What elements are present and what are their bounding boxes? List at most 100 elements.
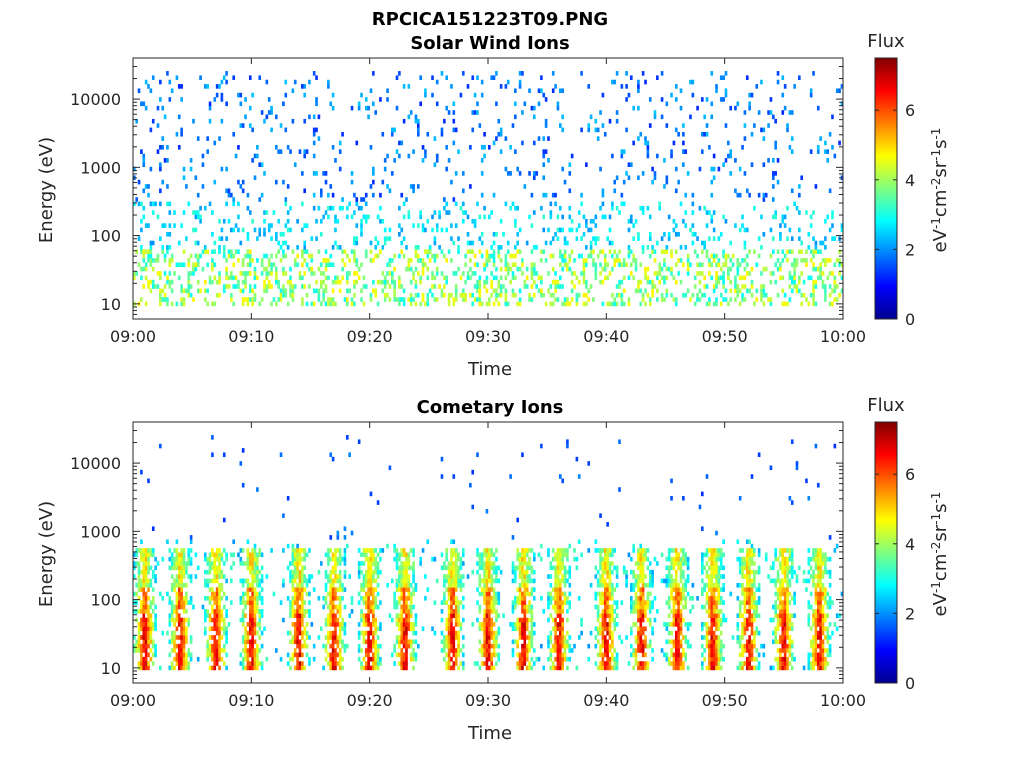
heatmap-cell	[196, 565, 200, 571]
heatmap-cell	[151, 526, 155, 531]
heatmap-cell	[743, 240, 747, 246]
heatmap-cell	[170, 301, 174, 307]
heatmap-cell	[551, 643, 555, 649]
heatmap-cell	[161, 556, 165, 562]
heatmap-cell	[585, 245, 588, 250]
heatmap-cell	[549, 630, 553, 636]
heatmap-cell	[395, 105, 399, 111]
heatmap-cell	[656, 75, 659, 80]
heatmap-cell	[561, 478, 564, 484]
heatmap-cell	[142, 574, 146, 579]
heatmap-cell	[632, 652, 635, 658]
heatmap-cell	[267, 271, 271, 276]
heatmap-cell	[561, 652, 564, 658]
heatmap-cell	[180, 604, 183, 610]
heatmap-cell	[175, 131, 179, 137]
heatmap-cell	[405, 626, 408, 632]
heatmap-cell	[840, 288, 844, 294]
heatmap-cell	[379, 600, 382, 605]
y-tick-label: 10	[101, 295, 121, 314]
heatmap-cell	[282, 288, 285, 294]
heatmap-cell	[554, 587, 557, 592]
heatmap-cell	[480, 626, 484, 632]
heatmap-cell	[137, 548, 141, 553]
heatmap-cell	[516, 596, 520, 601]
heatmap-cell	[204, 556, 207, 562]
heatmap-cell	[258, 301, 262, 307]
heatmap-cell	[149, 630, 153, 636]
heatmap-cell	[296, 245, 299, 250]
heatmap-cell	[211, 548, 214, 553]
heatmap-cell	[251, 158, 254, 163]
heatmap-cell	[251, 604, 254, 610]
heatmap-cell	[256, 604, 259, 610]
heatmap-cell	[559, 661, 562, 666]
heatmap-cell	[516, 565, 520, 571]
heatmap-cell	[613, 609, 617, 614]
heatmap-cell	[511, 578, 515, 584]
heatmap-cell	[310, 622, 314, 627]
heatmap-cell	[168, 613, 172, 618]
heatmap-cell	[568, 591, 572, 597]
heatmap-cell	[705, 284, 709, 289]
heatmap-cell	[173, 635, 176, 640]
heatmap-cell	[736, 266, 740, 272]
heatmap-cell	[435, 297, 439, 302]
heatmap-cell	[816, 275, 820, 281]
heatmap-cell	[461, 552, 465, 558]
heatmap-cell	[592, 297, 595, 302]
heatmap-cell	[568, 600, 572, 605]
heatmap-cell	[601, 635, 605, 640]
heatmap-cell	[414, 656, 418, 662]
heatmap-cell	[324, 210, 328, 215]
heatmap-cell	[142, 630, 146, 636]
heatmap-cell	[298, 661, 302, 666]
heatmap-cell	[594, 127, 598, 133]
heatmap-cell	[248, 123, 252, 128]
heatmap-cell	[549, 652, 553, 658]
heatmap-cell	[563, 565, 567, 571]
heatmap-cell	[585, 279, 588, 285]
heatmap-cell	[660, 292, 664, 298]
heatmap-cell	[182, 565, 186, 571]
heatmap-cell	[142, 604, 146, 610]
heatmap-cell	[611, 665, 614, 671]
heatmap-cell	[225, 652, 228, 658]
heatmap-cell	[715, 301, 718, 307]
heatmap-cell	[831, 288, 834, 294]
heatmap-cell	[369, 609, 373, 614]
heatmap-cell	[251, 600, 254, 605]
heatmap-cell	[301, 548, 304, 553]
heatmap-cell	[736, 101, 740, 107]
heatmap-cell	[402, 643, 406, 649]
heatmap-cell	[409, 266, 413, 272]
heatmap-cell	[783, 292, 787, 298]
heatmap-cell	[246, 192, 250, 198]
heatmap-cell	[379, 548, 382, 553]
heatmap-cell	[594, 626, 598, 632]
heatmap-cell	[549, 600, 553, 605]
heatmap-cell	[428, 249, 432, 254]
heatmap-cell	[488, 214, 491, 220]
heatmap-cell	[615, 622, 619, 627]
heatmap-cell	[504, 136, 508, 141]
heatmap-cell	[559, 284, 562, 289]
heatmap-cell	[376, 582, 380, 588]
heatmap-cell	[509, 145, 512, 150]
heatmap-cell	[293, 587, 297, 592]
heatmap-cell	[222, 661, 226, 666]
heatmap-cell	[220, 613, 224, 618]
heatmap-cell	[447, 652, 451, 658]
heatmap-cell	[239, 661, 243, 666]
heatmap-cell	[225, 284, 228, 289]
heatmap-cell	[606, 301, 609, 307]
heatmap-cell	[301, 596, 304, 601]
heatmap-cell	[395, 556, 399, 562]
heatmap-cell	[215, 565, 219, 571]
heatmap-cell	[632, 574, 635, 579]
heatmap-cell	[180, 574, 183, 579]
heatmap-cell	[514, 639, 517, 645]
heatmap-cell	[663, 297, 666, 302]
heatmap-cell	[409, 596, 413, 601]
heatmap-cell	[372, 192, 375, 198]
